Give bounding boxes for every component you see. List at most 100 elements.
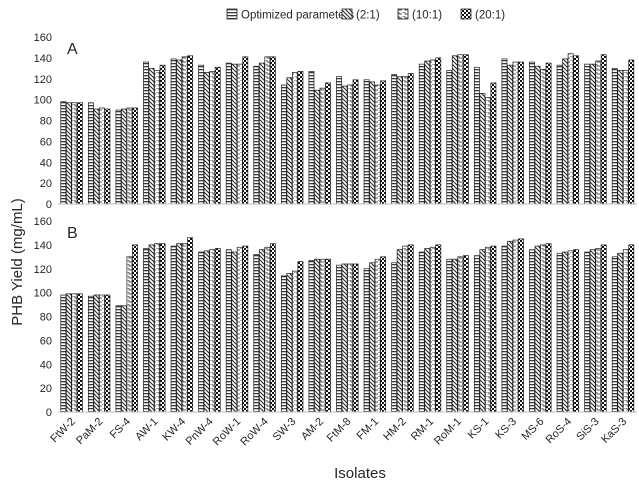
bar-B-3-0 [76,293,83,413]
x-tick-label: MS-6 [520,416,547,443]
bar-A-0-5 [198,64,205,205]
bar-A-3-14 [462,54,469,205]
y-tick-label: 40 [40,359,52,371]
bar-B-1-20 [617,252,624,413]
bar-A-1-4 [176,59,183,205]
bar-B-0-11 [363,268,370,413]
panel-A: 0 20 40 60 80 100 120 140 160 A [34,32,637,211]
bar-A-1-8 [286,77,293,205]
legend-label-1: (2:1) [356,10,380,22]
y-tick-label: 60 [40,136,52,148]
bar-A-1-1 [93,108,100,205]
bar-B-0-1 [87,295,94,413]
x-tick-label: AM-2 [299,416,326,443]
bar-B-3-2 [132,244,138,413]
x-tick-label: KS-3 [493,416,519,442]
bar-B-1-3 [148,244,155,413]
bar-B-1-19 [589,249,596,413]
bar-A-0-9 [308,71,315,205]
bar-A-0-8 [280,84,287,205]
bar-A-0-12 [391,74,398,205]
bar-B-0-13 [418,251,425,413]
x-tick-label: PnW-4 [184,416,216,448]
y-tick-label: 140 [34,53,52,65]
y-axis-title: PHB Yield (mg/mL) [9,198,26,326]
x-tick-label: RoW-4 [238,416,271,449]
y-tick-label: 20 [40,178,52,190]
bar-A-0-15 [473,66,480,205]
bar-A-0-6 [225,62,232,205]
y-tick-label: 160 [34,32,52,44]
bar-B-2-0 [71,293,78,413]
bar-A-1-2 [121,108,127,205]
bar-A-1-12 [396,76,403,205]
bar-B-1-14 [451,258,458,413]
bar-B-1-16 [507,240,513,413]
bar-A-2-9 [319,87,326,205]
bar-B-3-6 [242,245,249,413]
bar-B-2-4 [181,243,188,413]
x-tick-label: RoW-1 [211,416,244,449]
x-tick-label: RoS-4 [544,416,575,447]
bar-B-2-18 [567,250,574,413]
bar-B-1-17 [534,245,541,413]
bar-A-2-18 [567,53,574,205]
bar-A-1-11 [369,81,376,205]
bar-A-1-20 [617,70,624,205]
y-tick-label: 40 [40,157,52,169]
bar-A-1-5 [203,72,210,205]
legend-label-0: Optimized parameters [241,10,354,22]
bar-B-1-10 [341,263,348,413]
bar-B-2-15 [485,246,491,413]
bar-A-3-0 [76,102,83,205]
bar-A-0-18 [556,64,563,205]
bar-A-2-3 [154,70,160,205]
y-tick-label: 120 [34,74,52,86]
bar-A-2-11 [374,84,381,205]
legend-swatch-0 [226,8,238,20]
bar-B-2-1 [99,294,105,413]
bar-B-0-17 [529,249,535,413]
x-tick-label: HM-2 [381,416,408,443]
bar-A-1-0 [65,102,72,205]
bar-A-2-12 [402,76,409,205]
bar-B-3-14 [462,255,469,413]
x-axis-title: Isolates [334,465,386,482]
bar-B-1-13 [424,248,431,413]
bar-A-2-2 [126,107,133,205]
bar-A-3-8 [297,71,304,205]
bar-A-2-13 [429,59,436,205]
x-tick-label: FtM-8 [325,416,354,445]
bar-A-3-9 [325,82,331,205]
bar-A-1-13 [424,60,431,205]
bar-A-0-10 [336,76,342,205]
bar-B-0-2 [115,305,122,413]
y-tick-label: 80 [40,312,52,324]
legend-item-1: (2:1) [341,8,380,22]
bar-A-0-1 [87,102,94,205]
bar-B-2-14 [457,256,464,413]
bar-B-1-4 [176,243,183,413]
bar-A-2-0 [71,102,78,205]
bar-B-3-17 [545,243,552,413]
bar-B-3-11 [380,256,387,413]
bar-B-2-16 [512,239,519,413]
bar-B-1-12 [396,249,403,413]
panels: 0 20 40 60 80 100 120 140 160 A 0 20 40 60 80 100 120 140… [34,32,637,419]
bar-A-3-5 [214,66,221,205]
bar-B-0-5 [198,251,205,413]
bar-B-3-16 [518,238,524,413]
x-tick-label: RoM-1 [432,416,464,448]
bar-B-2-7 [264,246,271,413]
x-tick-label: KaS-3 [599,416,629,446]
bar-B-2-3 [154,243,160,413]
bar-B-0-14 [446,258,453,413]
bar-B-1-18 [562,251,569,413]
bar-A-3-2 [132,107,138,205]
bar-B-3-1 [104,294,111,413]
y-tick-label: 20 [40,383,52,395]
bar-B-0-19 [584,251,591,413]
legend-label-3: (20:1) [475,10,505,22]
x-tick-label: SW-3 [271,416,299,444]
